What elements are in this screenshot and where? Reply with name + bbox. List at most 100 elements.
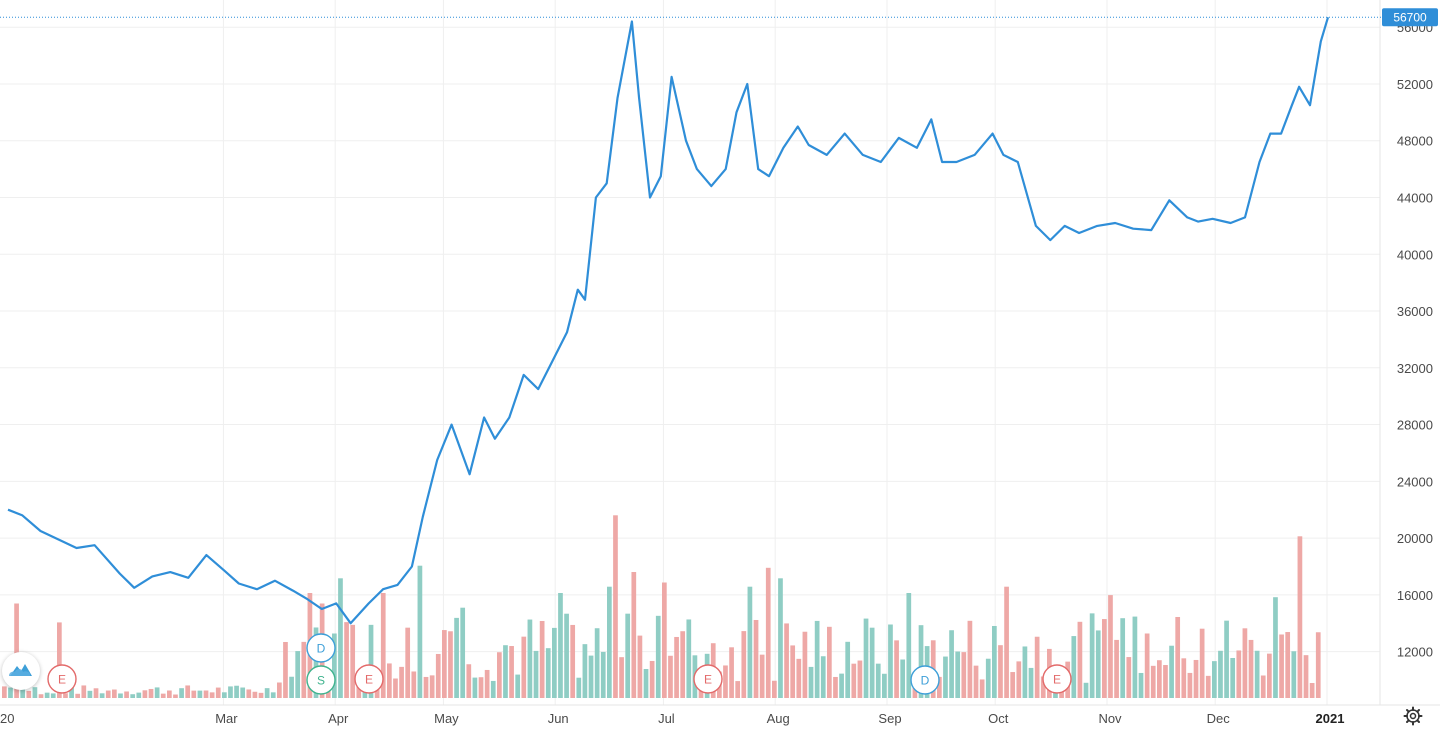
marker-circle — [1042, 664, 1072, 694]
volume-bar — [1157, 660, 1162, 698]
volume-bar — [607, 586, 612, 698]
volume-bar — [588, 655, 594, 698]
price-series-line[interactable] — [7, 16, 1330, 625]
y-tick-label: 12000 — [1397, 645, 1433, 660]
volume-bar — [509, 646, 514, 698]
x-axis: 20 Mar Apr May Jun Jul Aug Sep Oct Nov Dec 2021 — [0, 711, 1344, 726]
event-markers[interactable]: E D S E E D E — [47, 633, 1072, 695]
earnings-marker[interactable]: E — [47, 664, 77, 694]
volume-bar — [124, 691, 129, 698]
volume-bar — [240, 687, 246, 698]
volume-bar — [405, 627, 411, 698]
volume-bar — [827, 626, 832, 698]
volume-bar — [1150, 665, 1156, 698]
volume-bar — [197, 690, 203, 698]
volume-bar — [20, 686, 26, 698]
volume-bar — [1181, 658, 1187, 698]
dividend-marker[interactable]: D — [910, 665, 940, 695]
volume-bar — [411, 671, 417, 698]
volume-bar — [1077, 621, 1083, 698]
volume-bar — [1132, 616, 1138, 698]
volume-bar — [69, 685, 74, 698]
volume-bar — [1004, 586, 1009, 698]
volume-bar — [979, 679, 985, 698]
volume-bar — [350, 624, 356, 698]
volume-bar — [888, 624, 893, 698]
earnings-marker[interactable]: E — [693, 664, 723, 694]
volume-bar — [729, 647, 734, 698]
volume-bar — [423, 676, 429, 698]
volume-bar — [1114, 639, 1119, 698]
volume-bar — [228, 686, 233, 698]
volume-bar — [1016, 661, 1022, 698]
volume-bar — [973, 665, 979, 698]
volume-bar — [1010, 672, 1016, 698]
volume-bar — [179, 688, 184, 698]
volume-bar — [301, 641, 307, 698]
volume-bar — [545, 648, 551, 698]
volume-bar — [521, 636, 527, 698]
x-tick-label: May — [434, 711, 459, 726]
volume-bar — [845, 641, 851, 698]
volume-bar — [1199, 628, 1205, 698]
volume-bar — [649, 660, 655, 698]
volume-bar — [270, 692, 276, 698]
volume-bar — [778, 578, 783, 698]
volume-bar — [1175, 616, 1181, 698]
volume-bar — [759, 654, 765, 698]
volume-bar — [625, 613, 631, 698]
x-tick-label: 2021 — [1316, 711, 1345, 726]
volume-bar — [985, 658, 991, 698]
volume-bar — [246, 689, 252, 698]
x-tick-label: Apr — [328, 711, 349, 726]
volume-bar — [44, 692, 50, 698]
volume-bar — [613, 515, 618, 698]
volume-bar — [435, 653, 441, 698]
volume-bar — [1236, 650, 1242, 698]
volume-bar — [1163, 665, 1168, 698]
volume-bar — [130, 694, 136, 698]
volume-bar — [1230, 657, 1236, 698]
volume-bar — [1291, 651, 1297, 698]
volume-bar — [32, 687, 38, 698]
volume-bar — [802, 631, 808, 698]
earnings-marker[interactable]: E — [354, 664, 384, 694]
volume-bar — [515, 674, 521, 698]
marker-letter: D — [921, 674, 930, 688]
volume-bar — [399, 666, 404, 698]
volume-bar — [160, 693, 166, 698]
volume-bar — [680, 631, 686, 698]
volume-bar — [185, 685, 191, 698]
volume-bar — [484, 669, 490, 698]
volume-bar — [460, 607, 466, 698]
volume-bar — [454, 617, 459, 698]
earnings-marker[interactable]: E — [1042, 664, 1072, 694]
volume-bar — [1102, 619, 1107, 698]
volume-bar — [967, 620, 973, 698]
logo-button[interactable] — [2, 652, 40, 690]
settings-button[interactable] — [1401, 706, 1425, 730]
marker-letter: E — [365, 673, 373, 687]
volume-bar — [99, 693, 105, 698]
y-tick-label: 48000 — [1397, 134, 1433, 149]
x-tick-label: 20 — [0, 711, 14, 726]
volume-bar — [955, 651, 961, 698]
volume-bar — [448, 631, 453, 698]
dividend-marker[interactable]: D — [306, 633, 336, 663]
volume-bar — [191, 690, 197, 698]
volume-bar — [234, 685, 239, 698]
volume-bar — [1071, 636, 1077, 698]
volume-bar — [26, 690, 32, 698]
volume-bar — [662, 582, 667, 698]
volume-bar — [118, 693, 123, 698]
volume-bar — [594, 628, 600, 698]
volume-bar — [753, 619, 759, 698]
volume-bar — [1040, 676, 1046, 698]
volume-bar — [1187, 672, 1193, 698]
volume-bar — [992, 625, 997, 698]
volume-bar — [442, 630, 447, 698]
volume-bar — [1034, 636, 1040, 698]
marker-letter: E — [1053, 673, 1061, 687]
split-marker[interactable]: S — [306, 665, 336, 695]
